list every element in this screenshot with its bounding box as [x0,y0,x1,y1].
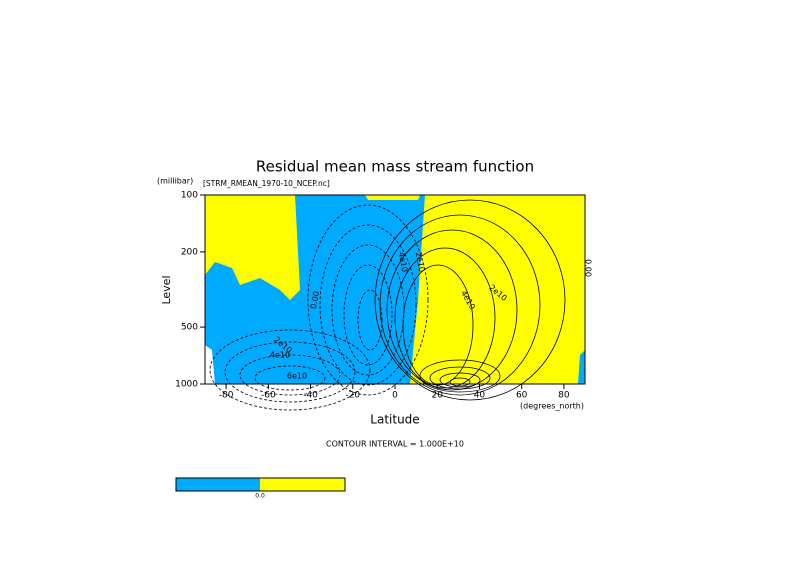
contour-line [343,264,393,366]
contour-label: 4e10 [270,351,290,360]
contour-line [307,204,429,396]
x-tick-label: -60 [261,391,276,401]
positive-region [365,195,420,200]
colorbar-negative [176,478,260,491]
negative-region [578,350,585,384]
contour-line [379,214,541,396]
contour-line [439,372,481,388]
footer: CONTOUR INTERVAL = 1.000E+10 [326,440,464,449]
x-axis-label: Latitude [370,413,419,427]
x-tick-label: -40 [303,391,318,401]
colorbar-positive [260,478,345,491]
y-unit: (millibar) [157,177,193,186]
colorbar-frame [175,477,346,492]
contour-label: 2e10 [414,251,426,272]
contour-label: 4e10 [397,251,409,272]
contour-line [224,341,356,403]
negative-region [205,195,425,384]
contour-label: 6e10 [287,372,307,381]
contour-line [254,365,326,391]
contour-line [239,354,341,396]
x-tick-label: -20 [345,391,360,401]
x-tick-label: 40 [474,391,486,401]
contour-line [402,264,474,386]
x-tick-label: 0 [392,391,398,401]
x-tick-label: 80 [558,391,570,401]
contour-line [357,289,383,351]
contour-line [429,366,491,390]
x-tick-label: 20 [431,391,443,401]
contour-line [319,224,417,386]
contour-line [374,199,566,401]
y-tick-label: 200 [181,247,198,257]
subtitle: [STRM_RMEAN_1970-10_NCEP.nc] [203,179,330,188]
y-axis-label: Level [160,275,173,304]
contour-label: 0.00 [584,259,593,277]
contour-line [419,359,501,393]
x-tick-label: -80 [219,391,234,401]
x-unit: (degrees_north) [520,402,584,411]
contour-field [204,194,586,411]
blank-region [205,345,215,384]
y-tick-label: 100 [181,191,198,201]
y-tick-label: 500 [181,323,198,333]
contour-line [209,329,371,411]
chart-title: Residual mean mass stream function [256,158,534,176]
contour-line [386,229,518,391]
contour-line [449,377,471,387]
colorbar-label: 0.0 [255,493,265,500]
x-tick-label: 60 [516,391,528,401]
y-tick-label: 1000 [175,380,198,390]
contour-line [394,247,496,389]
contour-label: 0.00 [309,290,321,309]
